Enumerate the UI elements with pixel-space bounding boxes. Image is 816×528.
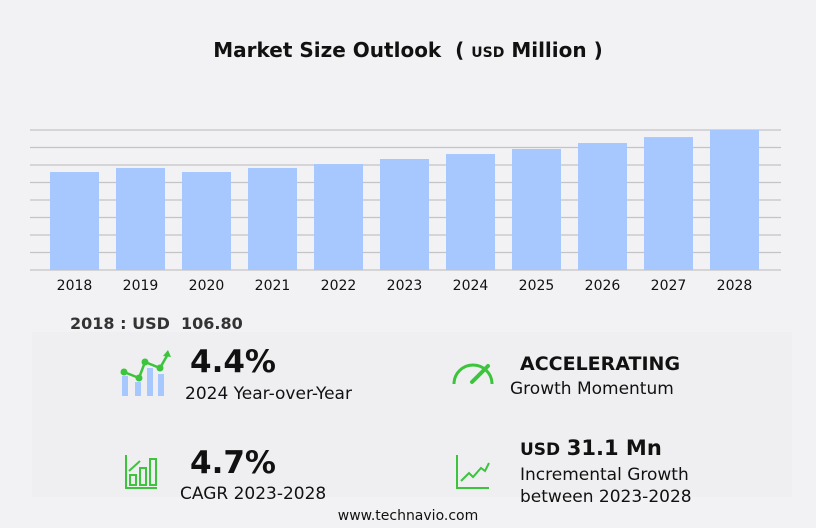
momentum-label: Growth Momentum [510, 379, 674, 399]
bar-2018 [50, 172, 99, 270]
growth-chart-icon [120, 350, 171, 396]
incremental-amount: 31.1 Mn [566, 436, 662, 460]
bar-2026 [578, 143, 627, 270]
x-tick-label: 2026 [585, 278, 621, 294]
momentum-value: ACCELERATING [520, 353, 681, 375]
x-tick-label: 2028 [717, 278, 753, 294]
stats-panel [32, 332, 792, 497]
bar-2025 [512, 148, 561, 270]
chart-title: Market Size Outlook ( USD Million ) [213, 38, 603, 62]
incremental-prefix: USD [520, 440, 561, 460]
x-tick-label: 2027 [651, 278, 687, 294]
bar-2019 [116, 167, 165, 270]
bar-2021 [248, 167, 297, 270]
cagr-label: CAGR 2023-2028 [180, 484, 327, 504]
cagr-bars-icon [125, 455, 157, 489]
base-year-value: 2018 : USD 106.80 [70, 314, 243, 333]
x-tick-label: 2020 [189, 278, 225, 294]
x-tick-label: 2021 [255, 278, 291, 294]
bar-2028 [710, 130, 759, 270]
x-tick-label: 2025 [519, 278, 555, 294]
yoy-value: 4.4% [190, 344, 276, 380]
x-tick-label: 2019 [123, 278, 159, 294]
bar-chart: 2018 2019 2020 2021 2022 2023 2024 2025 2026 2027… [30, 129, 781, 294]
incremental-value: USD 31.1 Mn [520, 436, 662, 460]
incremental-label-2: between 2023-2028 [520, 487, 692, 507]
bar-2027 [644, 137, 693, 270]
yoy-label: 2024 Year-over-Year [185, 384, 352, 404]
title-text: Market Size Outlook [213, 38, 442, 62]
trend-line-icon [456, 455, 490, 489]
bar-2024 [446, 154, 495, 270]
bar-2020 [182, 172, 231, 270]
x-tick-label: 2024 [453, 278, 489, 294]
unit-prefix: USD [471, 45, 505, 61]
x-tick-label: 2018 [57, 278, 93, 294]
bar-2022 [314, 164, 363, 270]
footer-url[interactable]: www.technavio.com [337, 508, 479, 524]
x-tick-label: 2023 [387, 278, 423, 294]
incremental-label-1: Incremental Growth [520, 465, 689, 485]
cagr-value: 4.7% [190, 445, 276, 481]
speedometer-icon [452, 363, 494, 385]
unit-text: Million [511, 38, 587, 62]
bar-2023 [380, 158, 429, 270]
x-tick-label: 2022 [321, 278, 357, 294]
